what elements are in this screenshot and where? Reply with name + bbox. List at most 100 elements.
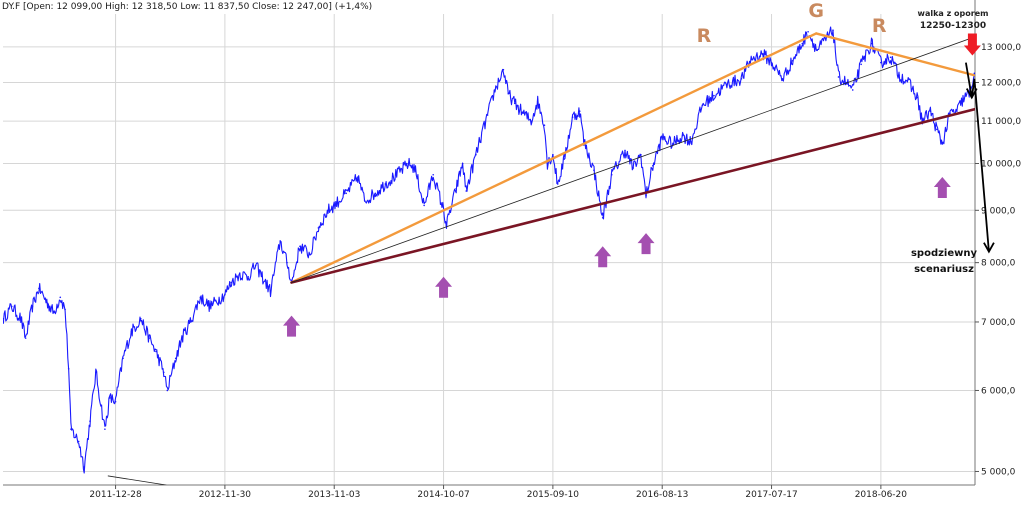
price-point	[104, 428, 106, 430]
price-point	[870, 42, 873, 45]
price-point	[781, 78, 784, 80]
trendline	[291, 36, 975, 283]
trendline	[290, 107, 975, 284]
price-point	[556, 183, 559, 185]
pattern-label: R	[872, 15, 887, 37]
price-point	[701, 104, 704, 107]
y-tick-label: 8 000,0	[981, 259, 1016, 269]
forecast-arrowhead	[965, 88, 978, 100]
price-point	[832, 29, 834, 31]
price-point	[19, 318, 22, 320]
price-point	[67, 367, 70, 370]
price-series-line	[3, 26, 975, 474]
y-tick-label: 11 000,0	[981, 117, 1021, 127]
price-point	[327, 209, 329, 212]
trendline	[814, 32, 975, 77]
price-point	[740, 78, 743, 80]
price-point	[455, 187, 457, 190]
price-point	[889, 56, 892, 59]
y-tick-label: 12 000,0	[981, 78, 1021, 88]
price-point	[851, 89, 854, 91]
x-tick-label: 2018-06-20	[855, 490, 908, 500]
price-point	[230, 281, 233, 284]
price-point	[916, 96, 918, 99]
price-point	[70, 428, 72, 430]
price-point	[407, 162, 410, 165]
price-point	[155, 350, 157, 353]
price-point	[690, 141, 692, 143]
forecast-arrowhead	[983, 242, 995, 254]
support-arrow	[283, 315, 301, 337]
scenario-annotation-line2: scenariusz	[914, 264, 974, 275]
y-tick-label: 5 000,0	[981, 467, 1016, 477]
price-point	[807, 31, 809, 33]
price-point	[261, 275, 263, 278]
y-tick-label: 10 000,0	[981, 159, 1021, 169]
x-tick-label: 2015-09-10	[527, 490, 580, 500]
price-point	[475, 153, 477, 156]
resistance-arrow	[963, 33, 981, 56]
price-point	[432, 173, 435, 176]
price-point	[645, 194, 647, 197]
x-tick-label: 2011-12-28	[89, 490, 142, 500]
trendline	[290, 32, 818, 284]
x-tick-label: 2017-07-17	[745, 490, 797, 500]
price-point	[610, 173, 613, 176]
price-point	[713, 94, 715, 97]
x-tick-label: 2012-11-30	[199, 490, 252, 500]
price-point	[162, 371, 165, 374]
support-arrow	[933, 177, 951, 199]
price-point	[345, 192, 347, 195]
price-point	[956, 110, 958, 112]
price-point	[632, 167, 634, 169]
price-point	[726, 83, 728, 86]
price-point	[363, 199, 366, 202]
price-point	[543, 124, 546, 127]
support-arrow	[435, 276, 453, 298]
forecast-path	[965, 62, 990, 252]
grid	[3, 14, 975, 485]
price-point	[791, 60, 794, 62]
price-point	[494, 89, 496, 91]
price-point	[189, 321, 192, 323]
price-point	[89, 420, 91, 422]
price-point	[333, 204, 336, 207]
price-point	[486, 114, 489, 116]
price-point	[445, 224, 448, 227]
price-point	[31, 305, 34, 308]
price-point	[357, 176, 359, 178]
price-point	[906, 79, 909, 82]
price-point	[3, 318, 5, 320]
price-point	[413, 167, 416, 169]
chart-header: DY.F [Open: 12 099,00 High: 12 318,50 Lo…	[2, 2, 373, 12]
y-tick-label: 13 000,0	[981, 43, 1021, 53]
price-point	[59, 296, 62, 299]
price-point	[936, 128, 938, 131]
x-tick-label: 2013-11-03	[308, 490, 360, 500]
price-point	[374, 192, 377, 195]
pattern-label: G	[808, 0, 824, 22]
price-point	[395, 173, 398, 176]
price-point	[816, 49, 818, 52]
price-point	[571, 116, 574, 118]
price-point	[286, 261, 288, 264]
price-point	[502, 68, 505, 71]
y-tick-label: 6 000,0	[981, 386, 1016, 396]
price-point	[384, 183, 387, 185]
price-point	[279, 240, 282, 242]
price-point	[640, 153, 642, 156]
price-point	[52, 311, 55, 314]
price-point	[578, 110, 581, 112]
price-point	[860, 63, 862, 66]
price-point	[95, 371, 97, 374]
price-point	[601, 216, 604, 219]
price-point	[929, 110, 932, 112]
price-point	[174, 357, 177, 360]
x-tick-label: 2014-10-07	[417, 490, 469, 500]
scenario-annotation-line1: spodziewny	[911, 248, 978, 259]
x-tick-label: 2016-08-13	[636, 490, 688, 500]
price-point	[652, 164, 654, 167]
price-point	[672, 143, 674, 145]
plot-area	[3, 26, 975, 485]
